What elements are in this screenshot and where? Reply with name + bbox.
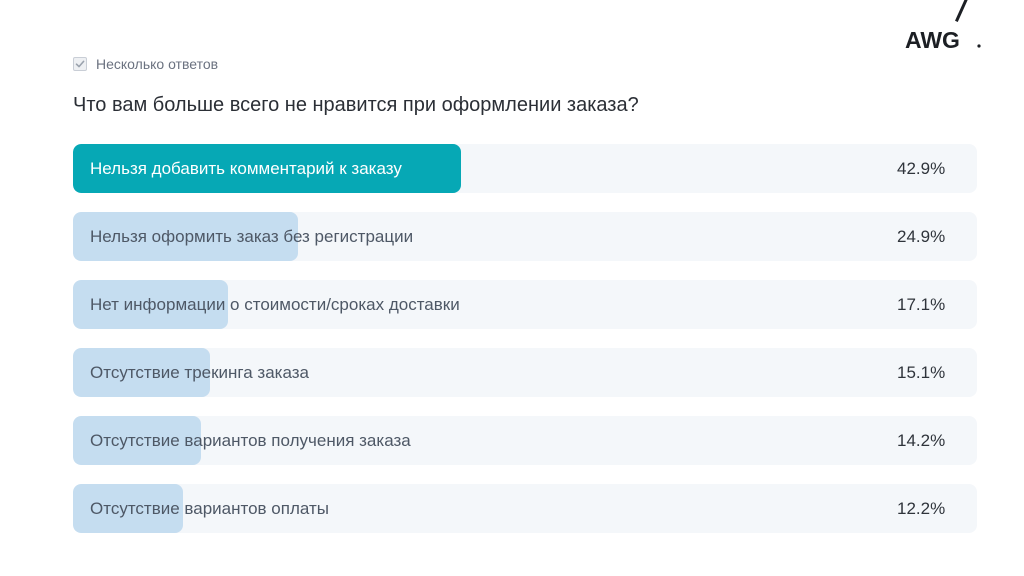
awg-logo: AWG — [903, 0, 983, 52]
poll-option-result-bar — [73, 280, 228, 329]
poll-option[interactable]: Отсутствие трекинга заказа 15.1% — [73, 348, 977, 397]
poll-option-label: Нет информации о стоимости/сроках достав… — [90, 295, 460, 314]
poll-option-result-bar — [73, 348, 210, 397]
multiple-answers-checkbox[interactable] — [73, 57, 87, 71]
poll-option-label: Нельзя оформить заказ без регистрации — [90, 227, 414, 246]
poll-option-result-bar — [73, 484, 184, 533]
poll-option-percent: 17.1% — [897, 295, 946, 314]
check-icon — [75, 60, 85, 68]
poll-option[interactable]: Отсутствие вариантов оплаты 12.2% — [73, 484, 977, 533]
poll-option-result-bar — [73, 144, 461, 193]
poll-option[interactable]: Нет информации о стоимости/сроках достав… — [73, 280, 977, 329]
poll-option[interactable]: Нельзя добавить комментарий к заказу 42.9… — [73, 144, 977, 193]
poll-option-percent: 24.9% — [897, 227, 946, 246]
poll-option-percent: 14.2% — [897, 431, 946, 450]
poll-option[interactable]: Нельзя оформить заказ без регистрации 24.… — [73, 212, 977, 261]
multiple-answers-label: Несколько ответов — [96, 56, 219, 72]
poll-option-label: Отсутствие вариантов получения заказа — [90, 431, 411, 450]
poll-option-result-bar — [73, 212, 299, 261]
multiple-answers-indicator: Несколько ответов — [73, 55, 218, 73]
logo-text: AWG — [905, 27, 960, 52]
poll-option[interactable]: Отсутствие вариантов получения заказа 14.… — [73, 416, 977, 465]
poll-option-label: Нельзя добавить комментарий к заказу — [90, 159, 402, 178]
poll-option-label: Отсутствие трекинга заказа — [90, 363, 309, 382]
poll-option-label: Отсутствие вариантов оплаты — [90, 499, 329, 518]
poll-option-percent: 42.9% — [897, 159, 946, 178]
poll-option-percent: 12.2% — [897, 499, 946, 518]
poll-options: Нельзя добавить комментарий к заказу 42.9… — [73, 144, 977, 533]
poll-option-percent: 15.1% — [897, 363, 946, 382]
poll-option-result-bar — [73, 416, 202, 465]
awg-logo-icon: AWG — [905, 0, 981, 52]
poll-question: Что вам больше всего не нравится при офо… — [73, 94, 639, 116]
